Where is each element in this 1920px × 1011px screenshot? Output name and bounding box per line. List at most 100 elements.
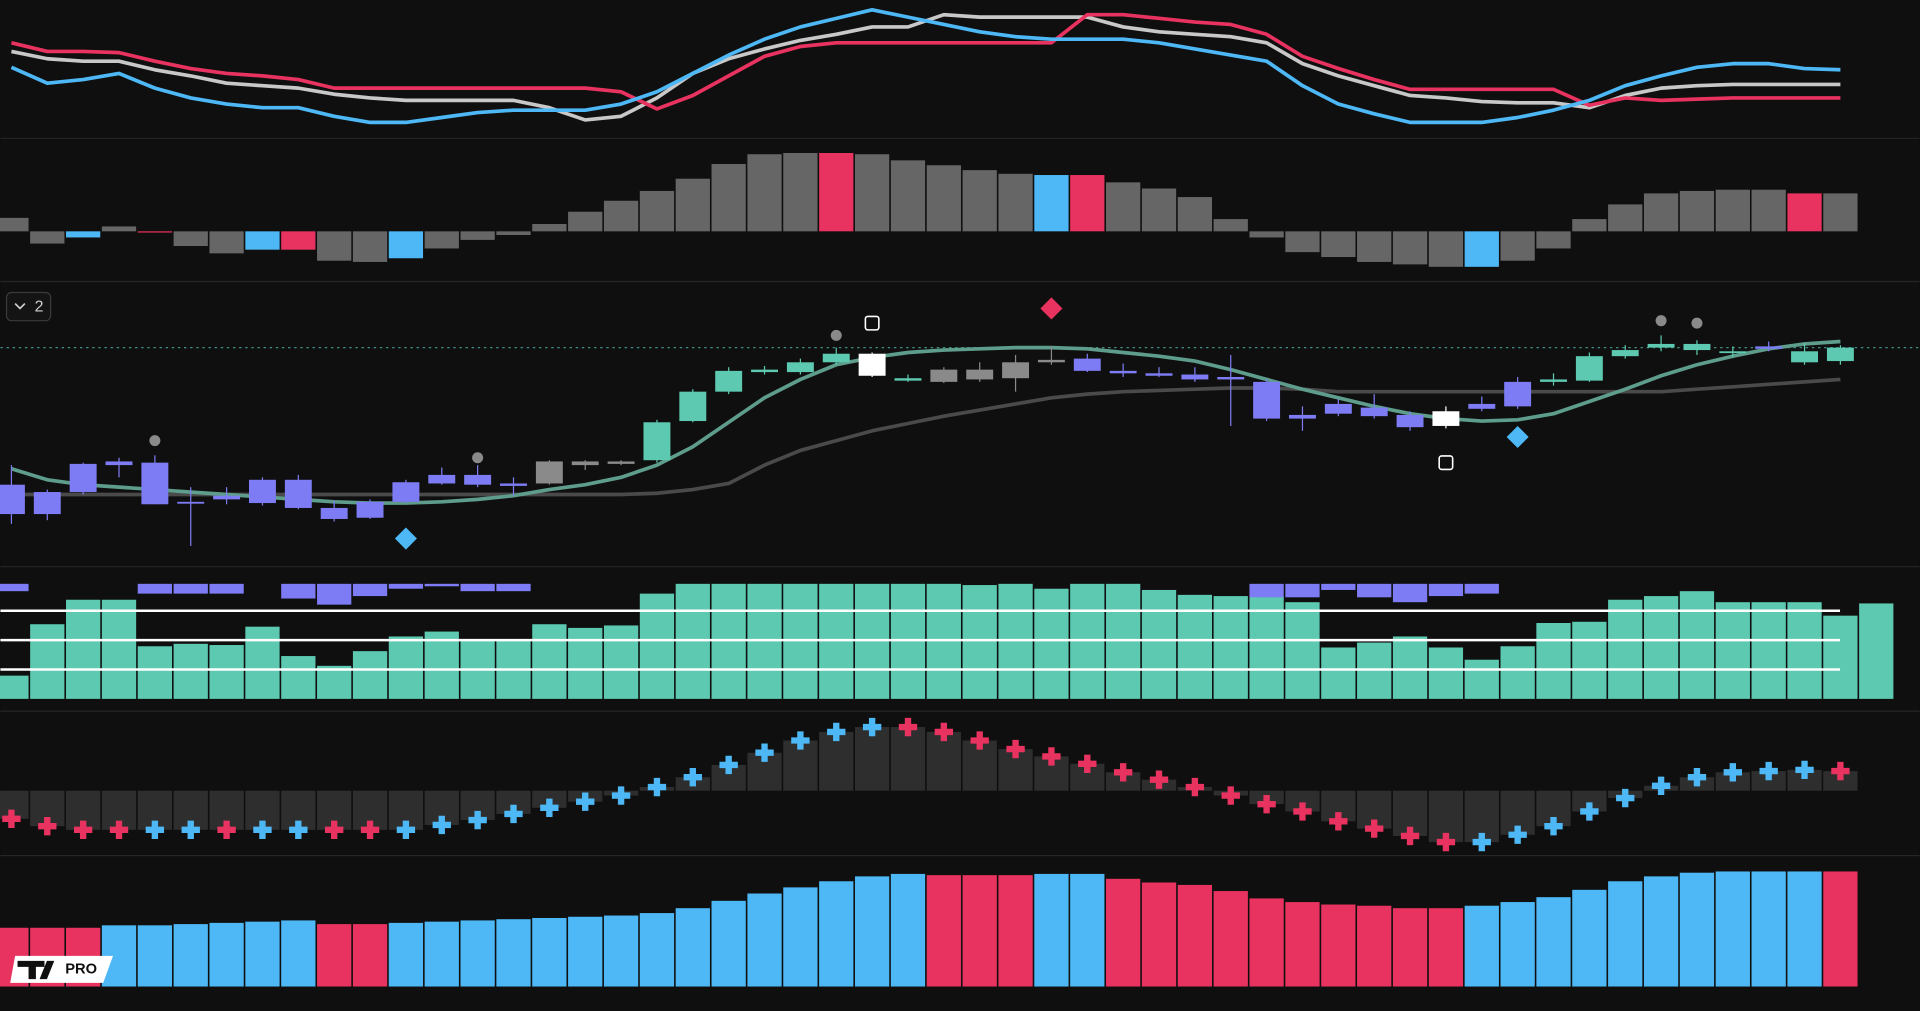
candle-body xyxy=(822,353,850,363)
bar xyxy=(568,627,603,699)
hanging-bar xyxy=(281,583,316,599)
bar xyxy=(209,231,244,254)
bar xyxy=(101,226,137,232)
bar xyxy=(1751,871,1786,987)
bar xyxy=(1823,193,1858,232)
bar xyxy=(1034,588,1069,699)
cross-marker xyxy=(181,820,200,840)
dot-marker xyxy=(1691,317,1703,329)
candle-body xyxy=(786,362,814,373)
candle-body xyxy=(1719,351,1747,354)
bar xyxy=(1357,231,1392,262)
column xyxy=(496,790,531,814)
bar xyxy=(1034,175,1069,232)
bar xyxy=(281,920,316,987)
bar xyxy=(962,875,997,987)
candle-body xyxy=(966,369,994,380)
cross-marker xyxy=(38,817,57,836)
collapse-button[interactable]: 2 xyxy=(5,291,52,322)
cross-marker xyxy=(1329,812,1348,831)
bar xyxy=(962,170,997,232)
bar xyxy=(281,656,316,699)
candle-body xyxy=(1037,359,1065,363)
logo-text: PRO xyxy=(65,961,97,977)
candle-body xyxy=(428,474,456,484)
bar xyxy=(783,152,818,232)
bar xyxy=(819,881,854,987)
candle-body xyxy=(69,463,97,493)
candle-body xyxy=(1396,414,1424,428)
candle-body xyxy=(1826,347,1854,362)
bar xyxy=(1572,219,1607,232)
cross-marker xyxy=(683,768,702,787)
bar xyxy=(1177,594,1213,699)
cross-marker xyxy=(1006,739,1025,759)
bar xyxy=(1285,602,1320,699)
bar xyxy=(1141,188,1177,232)
bar xyxy=(1608,204,1643,232)
bar xyxy=(245,231,280,250)
button-frame xyxy=(5,291,52,322)
bar xyxy=(711,900,746,987)
bar xyxy=(496,919,531,987)
bar xyxy=(173,231,208,247)
candle-body xyxy=(571,461,599,466)
candle-body xyxy=(679,391,707,422)
bar xyxy=(1500,646,1535,699)
marks xyxy=(0,7,1920,987)
bar xyxy=(66,231,101,238)
bar xyxy=(1643,193,1679,232)
bar xyxy=(603,200,639,232)
bar xyxy=(388,636,424,699)
cross-marker xyxy=(611,786,631,805)
moving-average xyxy=(10,339,1841,505)
logo: PRO xyxy=(10,955,114,983)
bar xyxy=(1321,647,1356,699)
bar xyxy=(1177,884,1213,987)
candle-body xyxy=(1181,374,1209,380)
candle-body xyxy=(1755,346,1783,349)
hanging-bar xyxy=(388,583,424,589)
bar xyxy=(245,626,280,699)
candle-body xyxy=(105,461,133,466)
bar xyxy=(1823,871,1858,987)
cross-marker xyxy=(862,717,882,737)
bar xyxy=(854,876,890,987)
bar xyxy=(1823,615,1858,699)
candle-body xyxy=(1432,411,1460,426)
column xyxy=(890,727,926,791)
bar xyxy=(1141,589,1177,699)
cross-marker xyxy=(468,810,487,830)
cross-marker xyxy=(396,820,416,840)
bar xyxy=(1751,189,1786,232)
bar xyxy=(1715,189,1750,232)
bar xyxy=(962,585,997,699)
bar xyxy=(783,887,818,987)
cross-marker xyxy=(1078,754,1097,773)
bar xyxy=(1787,602,1822,699)
column xyxy=(1787,769,1822,791)
bar xyxy=(532,223,567,232)
candle-body xyxy=(1253,381,1281,419)
bar xyxy=(137,646,173,699)
bar xyxy=(675,178,710,232)
cross-marker xyxy=(791,731,810,750)
bar xyxy=(1643,876,1679,987)
cross-marker xyxy=(1257,794,1276,814)
dot-marker xyxy=(1655,315,1667,327)
bar xyxy=(424,231,459,249)
cross-marker xyxy=(217,820,236,840)
bar xyxy=(424,921,459,987)
candle-body xyxy=(1611,350,1639,357)
bar xyxy=(854,154,890,232)
cross-marker xyxy=(109,820,129,840)
candle-body xyxy=(535,461,563,484)
bar xyxy=(137,231,173,233)
hanging-bar xyxy=(1464,583,1499,594)
bar xyxy=(30,624,65,699)
cross-marker xyxy=(1149,770,1169,789)
bar xyxy=(1106,182,1141,232)
candle-body xyxy=(213,495,241,500)
bar xyxy=(1106,878,1141,987)
